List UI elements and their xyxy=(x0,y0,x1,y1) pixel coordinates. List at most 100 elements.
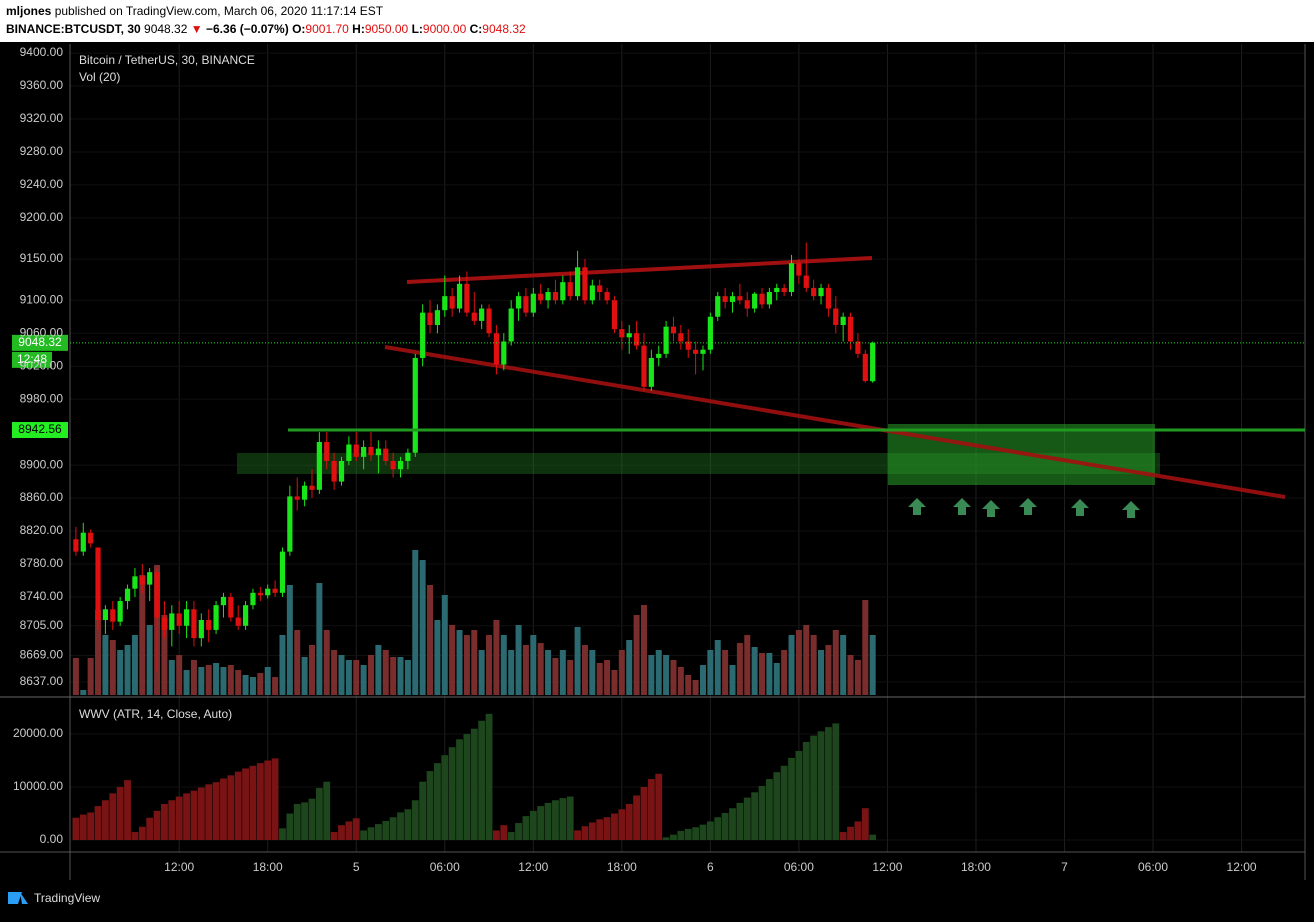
candle-body xyxy=(597,285,603,293)
price-badge xyxy=(12,422,68,439)
wwv-bar xyxy=(190,790,198,841)
volume-bar xyxy=(736,643,743,695)
volume-bar xyxy=(286,585,293,695)
candle-body xyxy=(567,282,573,297)
change: −6.36 (−0.07%) xyxy=(206,22,289,36)
candle-body xyxy=(589,285,595,301)
y-tick-label: 8705.00 xyxy=(20,618,64,632)
volume-bar xyxy=(633,615,640,695)
candle-body xyxy=(331,460,337,482)
arrow-up xyxy=(1122,501,1140,518)
volume-bar xyxy=(80,690,87,695)
wwv-bar xyxy=(552,800,559,841)
volume-bar xyxy=(567,660,574,695)
candle-body xyxy=(663,326,669,354)
volume-bar xyxy=(205,665,212,695)
y-tick-label: 9100.00 xyxy=(20,292,64,306)
candle-body xyxy=(316,442,322,490)
wwv-bar xyxy=(847,826,854,841)
wwv-bar xyxy=(611,813,618,841)
wwv-bar xyxy=(588,822,596,841)
x-tick-label: 06:00 xyxy=(430,860,460,874)
wwv-bar xyxy=(434,763,441,841)
symbol-line: BINANCE:BTCUSDT, 30 9048.32 ▼ −6.36 (−0.… xyxy=(6,22,526,36)
candle-body xyxy=(257,592,263,596)
volume-bar xyxy=(692,680,699,695)
wwv-bar xyxy=(478,720,486,841)
wwv-bar xyxy=(751,792,759,841)
wwv-bar xyxy=(419,781,427,841)
candle-body xyxy=(442,296,448,311)
arrow: ▼ xyxy=(191,22,203,36)
wwv-bar xyxy=(382,820,390,841)
wwv-bar xyxy=(500,825,508,841)
wwv-bar xyxy=(146,817,154,841)
volume-bar xyxy=(235,670,242,695)
volume-bar xyxy=(139,575,146,695)
grid xyxy=(70,44,1305,852)
candle-body xyxy=(530,293,536,313)
candle-body xyxy=(685,341,691,350)
volume-bar xyxy=(751,647,758,695)
volume-bar xyxy=(176,655,183,695)
candle-body xyxy=(729,296,736,302)
candle-body xyxy=(198,620,204,639)
volume-bar xyxy=(427,585,434,695)
wwv-bar xyxy=(456,739,463,841)
wwv-bar xyxy=(205,784,213,841)
arrow-up xyxy=(908,498,926,515)
volume-bar xyxy=(456,630,463,695)
volume-bar xyxy=(648,655,655,695)
x-tick-label: 12:00 xyxy=(164,860,194,874)
wwv-bar xyxy=(79,814,87,841)
candle-body xyxy=(582,267,588,301)
volume-bar xyxy=(589,650,596,695)
c-label: C: xyxy=(470,22,483,36)
volume-bar xyxy=(854,660,861,695)
wwv-bar xyxy=(220,778,227,841)
candle-body xyxy=(338,460,345,482)
wwv-bar xyxy=(559,798,567,841)
wwv-bar xyxy=(765,779,773,841)
wwv-bar xyxy=(470,728,478,841)
wwv-bar xyxy=(168,800,176,841)
wwv-bar xyxy=(773,772,781,841)
volume-bar xyxy=(441,595,448,695)
candle-body xyxy=(744,300,750,309)
y-tick-label: 9280.00 xyxy=(20,144,64,158)
wwv-bar xyxy=(411,800,419,841)
volume-bar xyxy=(847,655,854,695)
candle-body xyxy=(752,293,758,309)
candle-body xyxy=(361,446,367,457)
candle-body xyxy=(781,287,787,293)
volume-bar xyxy=(404,660,411,695)
wwv-bar xyxy=(603,817,611,841)
wwv-bar xyxy=(729,808,736,841)
candle-body xyxy=(176,613,182,626)
candle-body xyxy=(508,308,514,342)
candle-body xyxy=(272,588,278,593)
candle-body xyxy=(811,287,817,297)
volume-bar xyxy=(773,663,780,695)
x-tick-label: 12:00 xyxy=(518,860,548,874)
candle-body xyxy=(766,292,772,305)
y-tick-label: 9060.00 xyxy=(20,325,64,339)
volume-bar xyxy=(72,658,79,695)
h-value: 9050.00 xyxy=(365,22,409,36)
wwv-bar xyxy=(625,803,633,841)
volume-bar xyxy=(530,635,537,695)
countdown-badge xyxy=(12,351,52,368)
candle-body xyxy=(139,576,145,585)
volume-bar xyxy=(545,650,552,695)
volume-bar xyxy=(272,677,279,695)
volume-bar xyxy=(168,660,175,695)
wwv-bar xyxy=(529,810,537,841)
wwv-bar xyxy=(810,735,818,841)
trendline xyxy=(384,345,1286,499)
wwv-bar xyxy=(861,808,869,841)
wwv-bar xyxy=(271,758,279,841)
candle-body xyxy=(560,282,566,301)
candle-body xyxy=(552,292,559,301)
wwv-bar xyxy=(345,821,353,841)
wwv-bar xyxy=(721,812,729,841)
